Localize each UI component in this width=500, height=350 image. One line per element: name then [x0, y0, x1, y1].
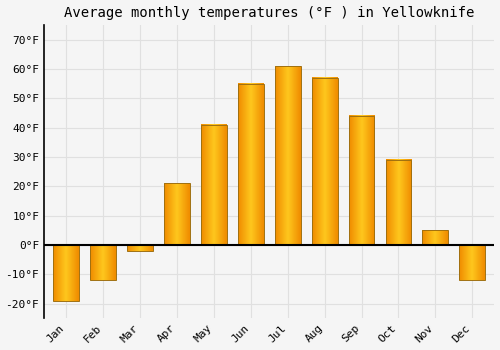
- Bar: [90, 245, 116, 280]
- Bar: [275, 66, 300, 245]
- Bar: [238, 84, 264, 245]
- Bar: [348, 116, 374, 245]
- Bar: [460, 245, 485, 280]
- Bar: [164, 183, 190, 245]
- Bar: [201, 125, 227, 245]
- Title: Average monthly temperatures (°F ) in Yellowknife: Average monthly temperatures (°F ) in Ye…: [64, 6, 474, 20]
- Bar: [54, 245, 79, 301]
- Bar: [422, 230, 448, 245]
- Bar: [127, 245, 153, 251]
- Bar: [386, 160, 411, 245]
- Bar: [312, 78, 338, 245]
